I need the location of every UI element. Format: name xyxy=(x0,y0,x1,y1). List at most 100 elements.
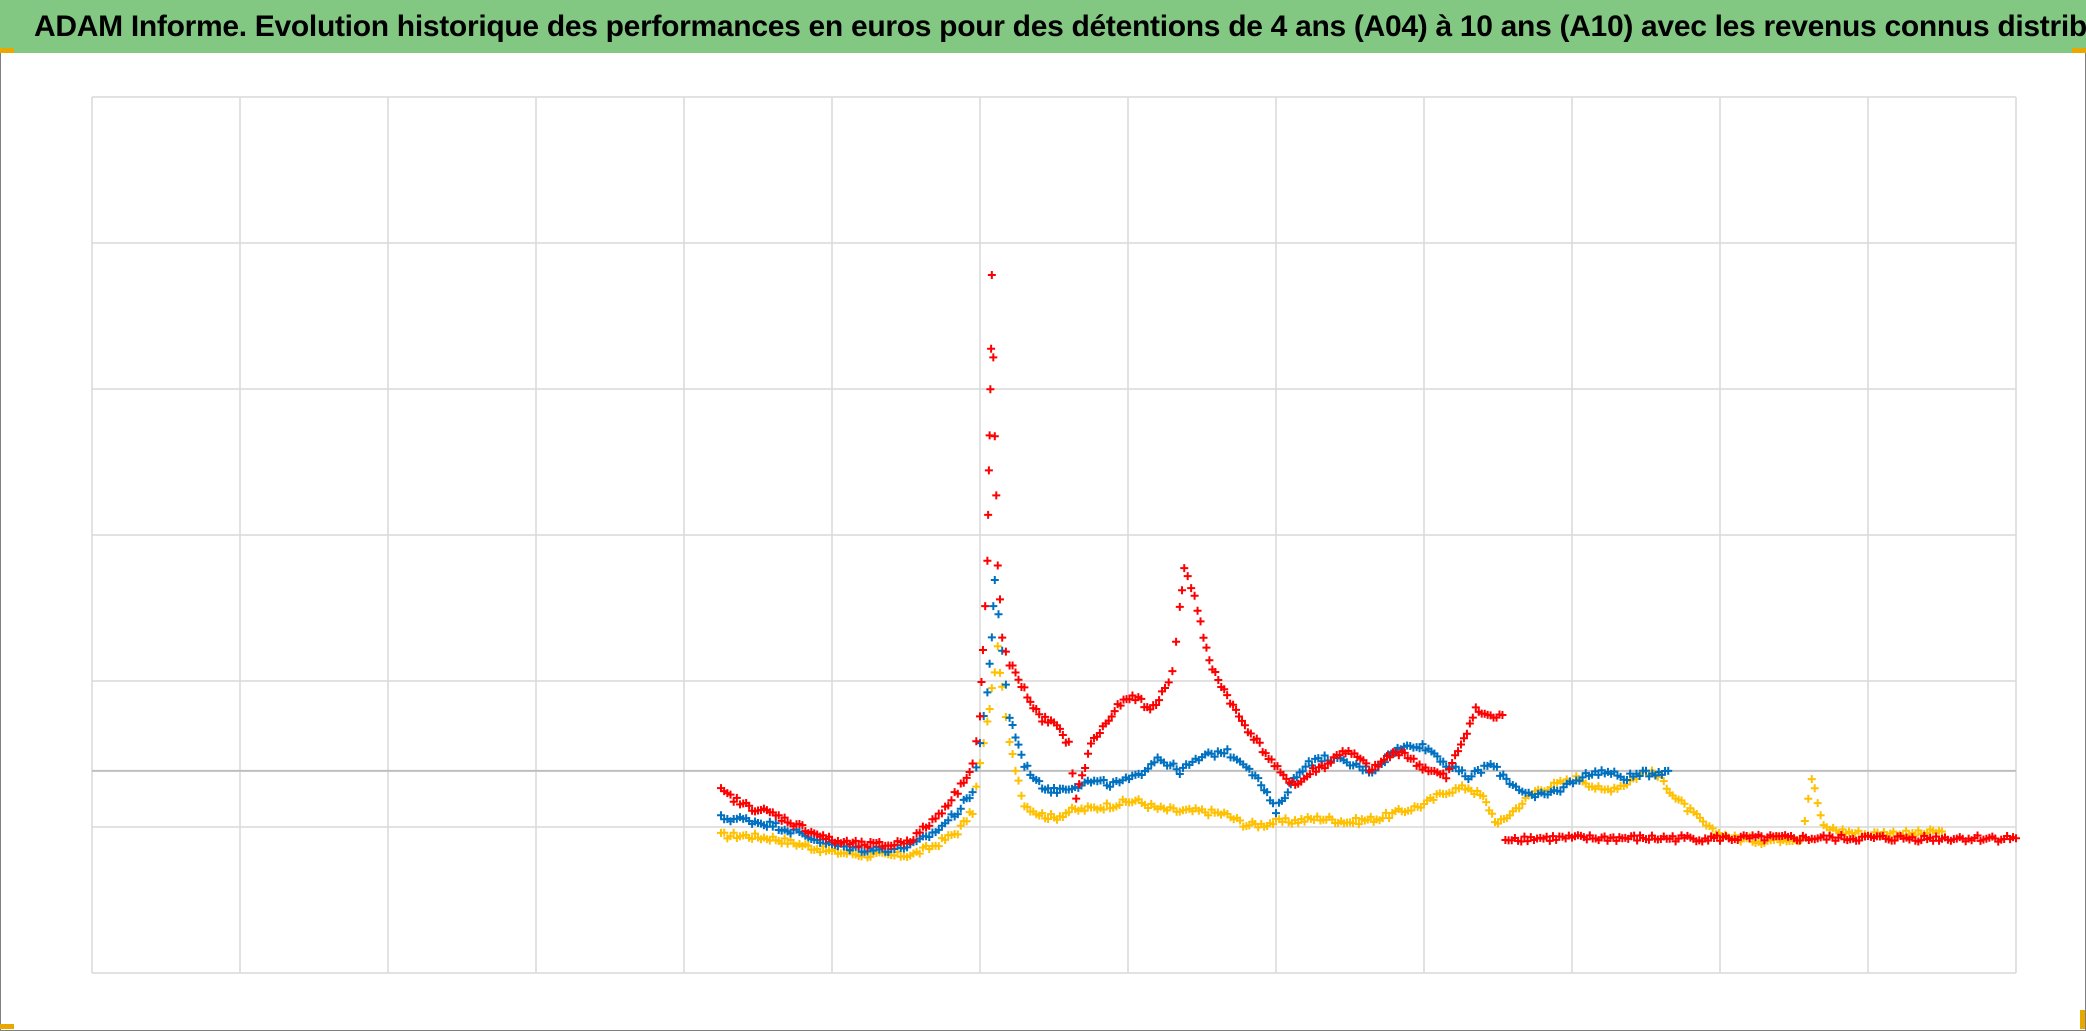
data-point-marker xyxy=(983,688,992,697)
data-point-marker xyxy=(1281,814,1290,823)
data-point-marker xyxy=(1932,832,1941,841)
data-point-marker xyxy=(1473,786,1482,795)
data-point-marker xyxy=(1172,637,1181,646)
data-point-marker xyxy=(1633,836,1642,845)
data-point-marker xyxy=(1418,740,1427,749)
data-point-marker xyxy=(1223,745,1232,754)
data-point-marker xyxy=(1058,731,1067,740)
data-point-marker xyxy=(1471,703,1480,712)
data-point-marker xyxy=(1622,775,1631,784)
data-point-marker xyxy=(987,270,996,279)
data-point-marker xyxy=(972,737,981,746)
data-point-marker xyxy=(1102,799,1111,808)
data-point-marker xyxy=(987,684,996,693)
data-point-marker xyxy=(1204,811,1213,820)
data-point-marker xyxy=(875,837,884,846)
data-point-marker xyxy=(1407,806,1416,815)
data-point-marker xyxy=(717,811,725,820)
data-point-marker xyxy=(1477,768,1486,777)
data-point-marker xyxy=(1494,819,1502,828)
data-point-marker xyxy=(1254,774,1263,783)
data-point-marker xyxy=(780,813,789,822)
data-point-marker xyxy=(1351,814,1360,823)
data-point-marker xyxy=(993,561,1002,570)
data-point-marker xyxy=(941,835,950,844)
data-point-marker xyxy=(1273,762,1282,771)
data-point-marker xyxy=(1320,764,1329,773)
data-point-marker xyxy=(1279,770,1288,779)
data-point-marker xyxy=(1008,750,1017,759)
data-point-marker xyxy=(1011,766,1020,775)
data-point-marker xyxy=(1680,799,1689,808)
series-0 xyxy=(717,642,1946,862)
data-point-marker xyxy=(1459,734,1468,743)
data-point-marker xyxy=(1800,817,1809,826)
data-point-marker xyxy=(1442,774,1451,783)
data-point-marker xyxy=(1448,758,1457,767)
data-point-marker xyxy=(1708,824,1717,833)
data-point-marker xyxy=(925,833,934,842)
data-point-marker xyxy=(1008,721,1017,730)
data-point-marker xyxy=(1498,710,1507,719)
data-point-marker xyxy=(1229,700,1238,709)
data-point-marker xyxy=(1107,712,1116,721)
data-point-marker xyxy=(1482,798,1491,807)
data-point-marker xyxy=(1168,667,1177,676)
data-point-marker xyxy=(1235,712,1243,721)
data-point-marker xyxy=(1804,794,1813,803)
data-point-marker xyxy=(1429,795,1438,804)
data-point-marker xyxy=(989,353,998,362)
data-point-marker xyxy=(995,668,1004,677)
data-point-marker xyxy=(1699,817,1708,826)
data-point-marker xyxy=(968,759,977,768)
data-point-marker xyxy=(934,825,943,834)
data-point-marker xyxy=(1326,758,1335,767)
data-point-marker xyxy=(1301,762,1310,771)
data-point-marker xyxy=(956,821,965,830)
data-point-marker xyxy=(1467,772,1476,781)
data-point-marker xyxy=(1180,564,1189,573)
data-point-marker xyxy=(1205,656,1214,665)
data-point-marker xyxy=(1409,754,1418,763)
data-point-marker xyxy=(1635,771,1644,780)
data-point-marker xyxy=(1164,678,1173,687)
data-point-marker xyxy=(1144,764,1153,773)
data-point-marker xyxy=(986,385,995,394)
data-point-marker xyxy=(1137,694,1146,703)
data-point-marker xyxy=(987,344,996,353)
data-point-marker xyxy=(1492,762,1501,771)
data-point-marker xyxy=(1190,591,1199,600)
data-point-marker xyxy=(774,811,783,820)
data-point-marker xyxy=(1518,799,1527,808)
data-point-marker xyxy=(1578,773,1587,782)
data-point-marker xyxy=(1795,836,1804,845)
data-point-marker xyxy=(1169,759,1178,768)
data-point-marker xyxy=(1488,809,1497,818)
data-point-marker xyxy=(972,763,981,772)
data-point-marker xyxy=(854,842,863,851)
data-point-marker xyxy=(972,782,981,791)
data-point-marker xyxy=(1035,710,1044,719)
data-point-marker xyxy=(1838,825,1847,834)
data-point-marker xyxy=(1014,740,1023,749)
data-point-marker xyxy=(1704,836,1713,845)
data-point-marker xyxy=(1854,826,1863,835)
data-point-marker xyxy=(765,817,774,826)
chart-title: ADAM Informe. Evolution historique des p… xyxy=(34,9,2086,43)
data-point-marker xyxy=(1659,777,1668,786)
data-point-marker xyxy=(1099,805,1108,814)
data-point-marker xyxy=(1354,820,1363,829)
data-point-marker xyxy=(1038,809,1047,818)
data-point-marker xyxy=(1072,794,1081,803)
data-point-marker xyxy=(1668,832,1677,841)
data-point-marker xyxy=(1267,755,1276,764)
data-point-marker xyxy=(1439,769,1448,778)
corner-marker-right xyxy=(2072,48,2086,53)
data-point-marker xyxy=(998,633,1007,642)
data-point-marker xyxy=(1263,788,1272,797)
data-point-marker xyxy=(1713,831,1722,840)
data-point-marker xyxy=(1017,750,1026,759)
data-point-marker xyxy=(1374,762,1383,771)
data-point-marker xyxy=(1385,813,1394,822)
data-point-marker xyxy=(1240,721,1249,730)
